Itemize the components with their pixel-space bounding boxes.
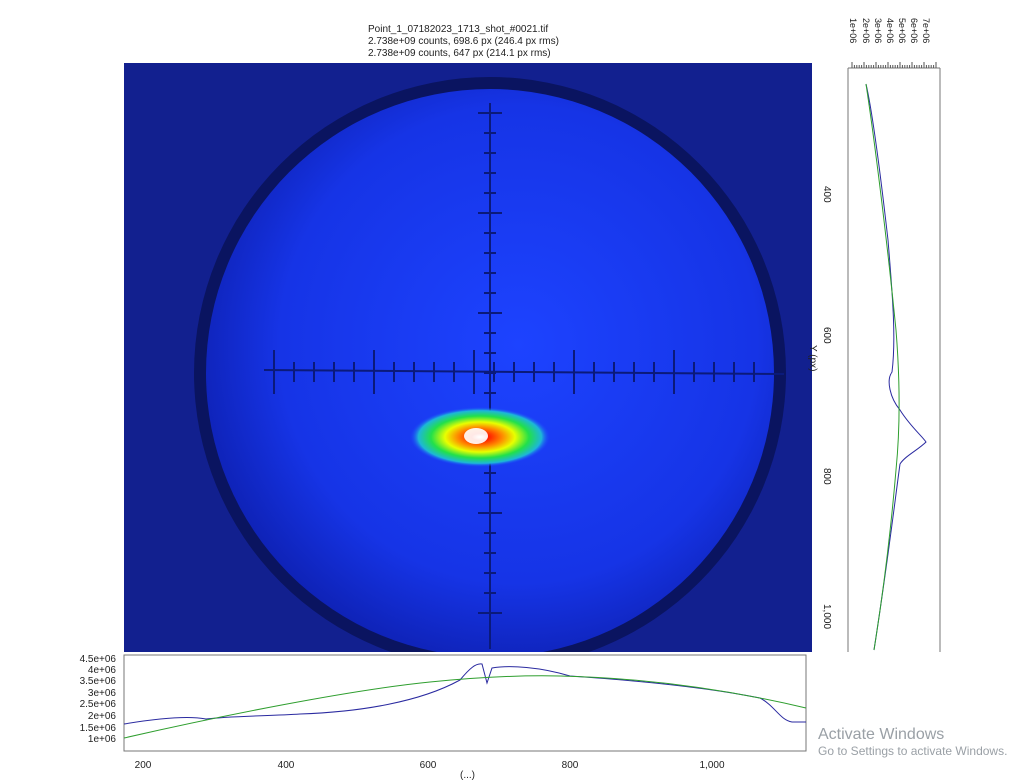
y-tick: 400 [821,186,832,203]
count-tick: 1.5e+06 [79,723,116,734]
activate-windows-watermark[interactable]: Activate Windows Go to Settings to activ… [818,726,1007,758]
count-tick: 4e+06 [87,665,116,676]
y-tick: 600 [821,327,832,344]
y-tick: 1,000 [821,604,832,630]
count-tick: 2.5e+06 [79,699,116,710]
y-tick: 800 [821,468,832,485]
x-tick: 800 [561,760,579,771]
bottom-fit-curve [123,675,807,739]
count-tick: 7e+06 [921,18,931,44]
x-stats: 2.738e+09 counts, 698.6 px (246.4 px rms… [368,36,559,47]
x-tick: 1,000 [699,760,725,771]
y-axis-label: Y (px) [807,345,818,372]
bottom-profile-frame [123,654,807,752]
count-tick: 1e+06 [848,18,858,44]
right-count-axis-ticks [851,62,937,68]
watermark-subtitle: Go to Settings to activate Windows. [818,744,1008,758]
count-tick: 4.5e+06 [79,654,116,665]
y-stats: 2.738e+09 counts, 647 px (214.1 px rms) [368,48,551,59]
file-name: Point_1_07182023_1713_shot_#0021.tif [368,24,549,35]
count-tick: 3e+06 [87,688,116,699]
count-tick: 3e+06 [873,18,883,44]
x-tick: 400 [277,760,295,771]
watermark-title: Activate Windows [818,726,945,743]
count-tick: 6e+06 [909,18,919,44]
count-tick: 1e+06 [87,734,116,745]
right-fit-curve [865,83,900,651]
count-tick: 2e+06 [87,711,116,722]
image-title-block: Point_1_07182023_1713_shot_#0021.tif 2.7… [368,24,559,60]
count-tick: 3.5e+06 [79,676,116,687]
beam-profile-image[interactable] [124,63,812,652]
right-measured-curve [865,83,927,651]
count-tick: 4e+06 [885,18,895,44]
count-tick: 5e+06 [897,18,907,44]
x-tick: 200 [134,760,152,771]
count-tick: 2e+06 [861,18,871,44]
x-tick: 600 [419,760,437,771]
